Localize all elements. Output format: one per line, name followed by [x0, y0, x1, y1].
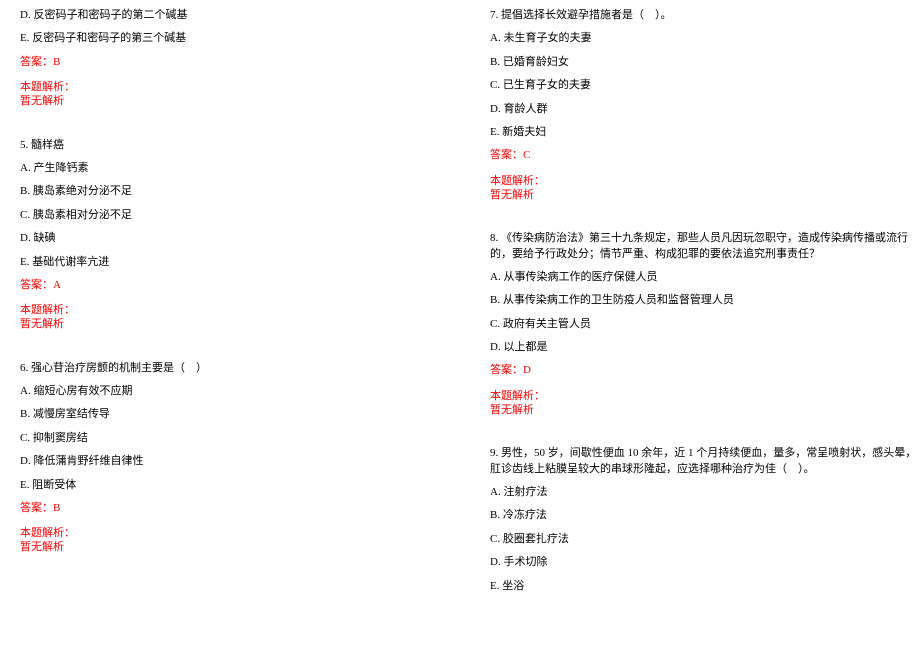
q6-option-c: C. 抑制窦房结: [20, 431, 450, 446]
q7-analysis-label: 本题解析：: [490, 172, 920, 188]
q4-analysis-label: 本题解析：: [20, 78, 450, 94]
q5-option-d: D. 缺碘: [20, 231, 450, 246]
q6-option-d: D. 降低蒲肯野纤维自律性: [20, 454, 450, 469]
q7-option-e: E. 新婚夫妇: [490, 125, 920, 140]
q7-option-d: D. 育龄人群: [490, 102, 920, 117]
q7-option-b: B. 已婚育龄妇女: [490, 55, 920, 70]
q5-analysis-text: 暂无解析: [20, 317, 450, 332]
q8-answer: 答案：D: [490, 363, 920, 378]
q4-option-d: D. 反密码子和密码子的第二个碱基: [20, 8, 450, 23]
q5-stem: 5. 髓样癌: [20, 138, 450, 153]
q5-option-c: C. 胰岛素相对分泌不足: [20, 208, 450, 223]
q7-option-c: C. 已生育子女的夫妻: [490, 78, 920, 93]
q5-option-a: A. 产生降钙素: [20, 161, 450, 176]
q8-stem: 8. 《传染病防治法》第三十九条规定，那些人员凡因玩忽职守，造成传染病传播或流行…: [490, 231, 920, 262]
q4-analysis-text: 暂无解析: [20, 94, 450, 109]
q8-analysis-label: 本题解析：: [490, 387, 920, 403]
q9-option-b: B. 冷冻疗法: [490, 508, 920, 523]
q6-answer: 答案：B: [20, 501, 450, 516]
q5-answer: 答案：A: [20, 278, 450, 293]
q6-option-b: B. 减慢房室结传导: [20, 407, 450, 422]
q8-option-d: D. 以上都是: [490, 340, 920, 355]
q8-option-c: C. 政府有关主管人员: [490, 317, 920, 332]
q5-option-e: E. 基础代谢率亢进: [20, 255, 450, 270]
q6-option-e: E. 阻断受体: [20, 478, 450, 493]
q9-option-d: D. 手术切除: [490, 555, 920, 570]
q5-option-b: B. 胰岛素绝对分泌不足: [20, 184, 450, 199]
q6-option-a: A. 缩短心房有效不应期: [20, 384, 450, 399]
q7-analysis-text: 暂无解析: [490, 188, 920, 203]
q6-analysis-text: 暂无解析: [20, 540, 450, 555]
q5-analysis-label: 本题解析：: [20, 301, 450, 317]
q7-stem: 7. 提倡选择长效避孕措施者是（ ）。: [490, 8, 920, 23]
q9-stem: 9. 男性，50 岁，间歇性便血 10 余年，近 1 个月持续便血，量多，常呈喷…: [490, 446, 920, 477]
q6-stem: 6. 强心苷治疗房颤的机制主要是（ ）: [20, 361, 450, 376]
q8-option-a: A. 从事传染病工作的医疗保健人员: [490, 270, 920, 285]
q7-answer: 答案：C: [490, 148, 920, 163]
q4-option-e: E. 反密码子和密码子的第三个碱基: [20, 31, 450, 46]
q8-analysis-text: 暂无解析: [490, 403, 920, 418]
q9-option-c: C. 胶圈套扎疗法: [490, 532, 920, 547]
q9-option-a: A. 注射疗法: [490, 485, 920, 500]
q4-answer: 答案：B: [20, 55, 450, 70]
q7-option-a: A. 未生育子女的夫妻: [490, 31, 920, 46]
q9-option-e: E. 坐浴: [490, 579, 920, 594]
q8-option-b: B. 从事传染病工作的卫生防疫人员和监督管理人员: [490, 293, 920, 308]
q6-analysis-label: 本题解析：: [20, 524, 450, 540]
